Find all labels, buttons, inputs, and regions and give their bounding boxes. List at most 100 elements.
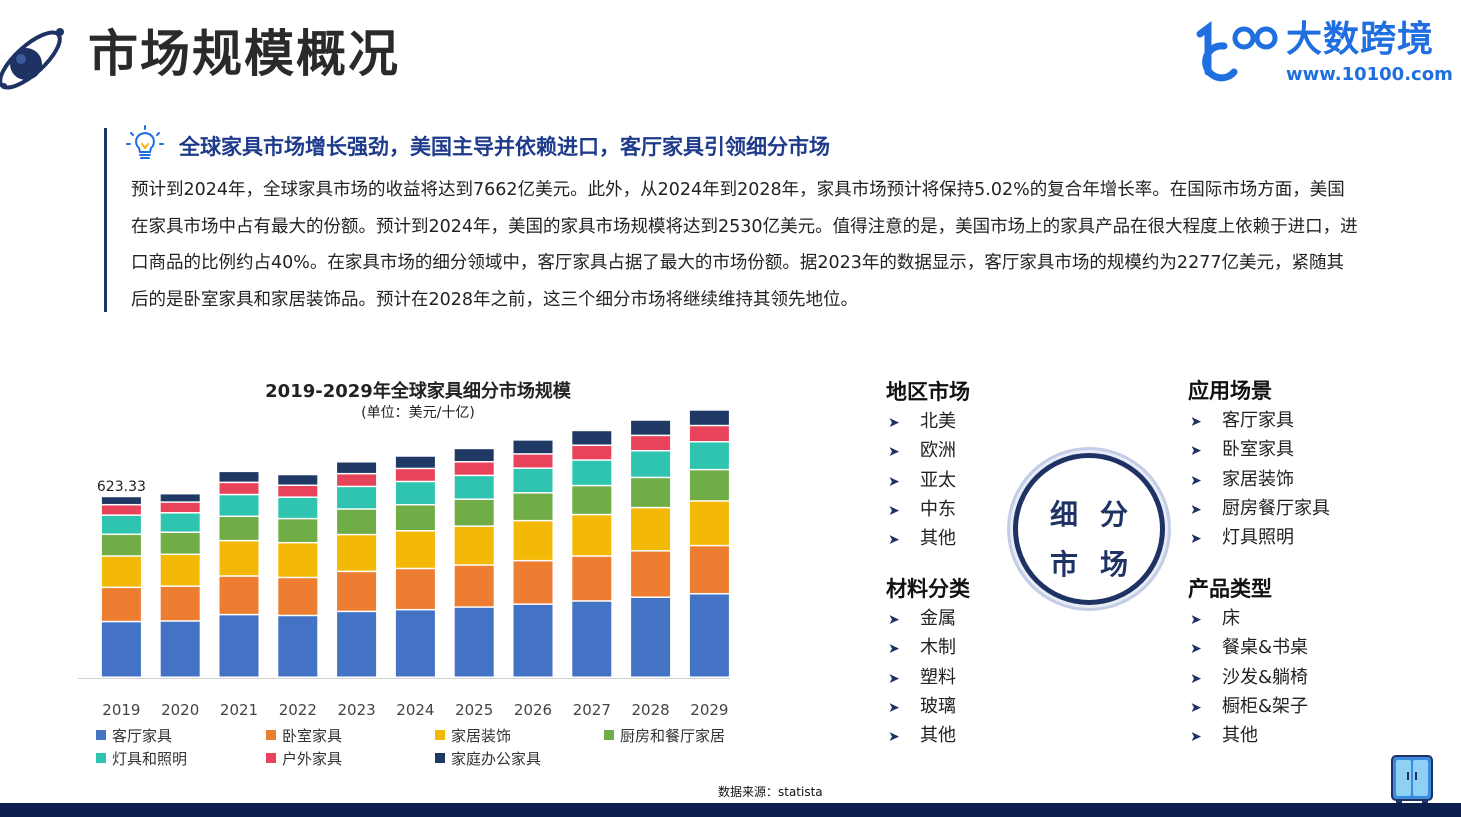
segment-title: 应用场景 — [1188, 379, 1272, 403]
page-title: 市场规模概况 — [88, 25, 400, 83]
segment-list-item: ➤ 木制 — [886, 634, 970, 663]
bar-segment — [337, 462, 377, 473]
bar-segment — [572, 431, 612, 445]
legend-swatch — [96, 730, 106, 740]
legend-item: 卧室家具 — [266, 726, 342, 746]
segment-region: 地区市场 ➤ 北美 ➤ 欧洲 ➤ 亚太 ➤ 中东 ➤ 其他 — [886, 378, 970, 554]
bar-segment — [160, 494, 200, 502]
chevron-right-icon: ➤ — [888, 699, 900, 716]
bar-segment — [278, 486, 318, 497]
segment-item-label: 沙发&躺椅 — [1222, 666, 1309, 688]
brand-logo: 大数跨境 www.10100.com — [1194, 16, 1453, 88]
legend-swatch — [435, 753, 445, 763]
bar-segment — [337, 535, 377, 571]
bar-segment — [689, 442, 729, 469]
bar-segment — [513, 521, 553, 560]
legend-label: 客厅家具 — [112, 727, 173, 745]
bar-segment — [454, 462, 494, 475]
bar-segment — [689, 410, 729, 425]
segment-list-item: ➤ 塑料 — [886, 664, 970, 693]
chevron-right-icon: ➤ — [888, 532, 900, 549]
summary-body: 预计到2024年，全球家具市场的收益将达到7662亿美元。此外，从2024年到2… — [131, 180, 1358, 310]
segment-product: 产品类型 ➤ 床 ➤ 餐桌&书桌 ➤ 沙发&躺椅 ➤ 橱柜&架子 ➤ 其他 — [1188, 575, 1308, 751]
bar-segment — [631, 420, 671, 435]
segment-item-label: 其他 — [920, 528, 956, 550]
bar-segment — [689, 426, 729, 442]
bar-segment — [219, 472, 259, 482]
bar-segment — [101, 535, 141, 556]
x-tick-label: 2028 — [632, 701, 670, 719]
legend-item: 客厅家具 — [96, 726, 172, 746]
bar-segment — [101, 497, 141, 504]
chevron-right-icon: ➤ — [1190, 501, 1202, 518]
segment-item-label: 木制 — [920, 637, 956, 659]
legend-swatch — [266, 753, 276, 763]
segment-item-label: 北美 — [920, 411, 956, 432]
chevron-right-icon: ➤ — [1190, 414, 1202, 430]
bar-segment — [454, 476, 494, 499]
chevron-right-icon: ➤ — [1190, 612, 1202, 628]
segment-item-label: 厨房餐厅家具 — [1222, 497, 1330, 519]
legend-label: 家居装饰 — [451, 727, 512, 745]
segment-list-item: ➤ 橱柜&架子 — [1188, 693, 1308, 722]
x-tick-label: 2023 — [338, 701, 376, 719]
chevron-right-icon: ➤ — [1190, 531, 1202, 548]
x-tick-label: 2021 — [220, 701, 258, 719]
bar-segment — [160, 555, 200, 586]
footer-bar — [0, 803, 1461, 817]
legend-item: 户外家具 — [266, 749, 342, 769]
watermark: 大数跨境 — [70, 776, 179, 806]
segment-list-item: ➤ 厨房餐厅家具 — [1188, 495, 1330, 524]
x-tick-label: 2024 — [396, 701, 434, 719]
segment-item-label: 玻璃 — [920, 695, 956, 717]
bar-segment — [689, 546, 729, 593]
chart-subtitle: (单位：美元/十亿) — [361, 405, 475, 421]
chevron-right-icon: ➤ — [888, 641, 900, 658]
x-tick-label: 2027 — [573, 701, 611, 719]
segment-list-item: ➤ 其他 — [1188, 722, 1308, 751]
segment-item-label: 中东 — [920, 498, 956, 520]
bar-segment — [337, 487, 377, 509]
chevron-right-icon: ➤ — [888, 502, 900, 519]
legend-swatch — [435, 730, 445, 740]
bar-segment — [337, 509, 377, 534]
bar-segment — [219, 541, 259, 576]
bar-segment — [572, 515, 612, 556]
bar-segment — [454, 449, 494, 462]
center-label-line1: 细分 — [1049, 498, 1150, 531]
segment-list-item: ➤ 其他 — [886, 525, 970, 554]
segment-list-item: ➤ 床 — [1188, 605, 1308, 634]
chevron-right-icon: ➤ — [1190, 670, 1202, 687]
bar-segment — [219, 576, 259, 614]
brand-mark-icon — [1196, 21, 1278, 82]
segment-center-circle: 细分 市场 — [1013, 453, 1165, 605]
legend-label: 家庭办公家具 — [451, 750, 542, 768]
x-tick-label: 2019 — [102, 701, 140, 719]
bar-segment — [395, 456, 435, 468]
chevron-right-icon: ➤ — [888, 473, 900, 490]
x-tick-label: 2022 — [279, 701, 317, 719]
bar-segment — [572, 601, 612, 677]
bar-segment — [689, 501, 729, 545]
bar-segment — [101, 588, 141, 621]
bar-segment — [219, 615, 259, 677]
segment-item-label: 家居装饰 — [1222, 468, 1294, 490]
brand-name: 大数跨境 — [1286, 19, 1435, 60]
segment-list-item: ➤ 玻璃 — [886, 693, 970, 722]
segment-application: 应用场景 ➤ 客厅家具 ➤ 卧室家具 ➤ 家居装饰 ➤ 厨房餐厅家具 ➤ 灯具照明 — [1188, 377, 1330, 553]
segment-item-label: 其他 — [1222, 725, 1258, 747]
x-tick-label: 2025 — [455, 701, 493, 719]
bar-segment — [631, 508, 671, 551]
brand-url: www.10100.com — [1286, 64, 1453, 85]
bar-segment — [160, 502, 200, 513]
bar-segment — [337, 474, 377, 486]
segment-list-item: ➤ 灯具照明 — [1188, 524, 1330, 553]
segment-list-item: ➤ 其他 — [886, 722, 970, 751]
segment-list-item: ➤ 亚太 — [886, 467, 970, 496]
bar-segment — [160, 533, 200, 554]
bar-segment — [101, 505, 141, 515]
fridge-icon — [1391, 755, 1433, 803]
chevron-right-icon: ➤ — [1190, 641, 1202, 658]
legend-item: 厨房和餐厅家居 — [604, 726, 725, 746]
legend-label: 灯具和照明 — [112, 750, 188, 768]
